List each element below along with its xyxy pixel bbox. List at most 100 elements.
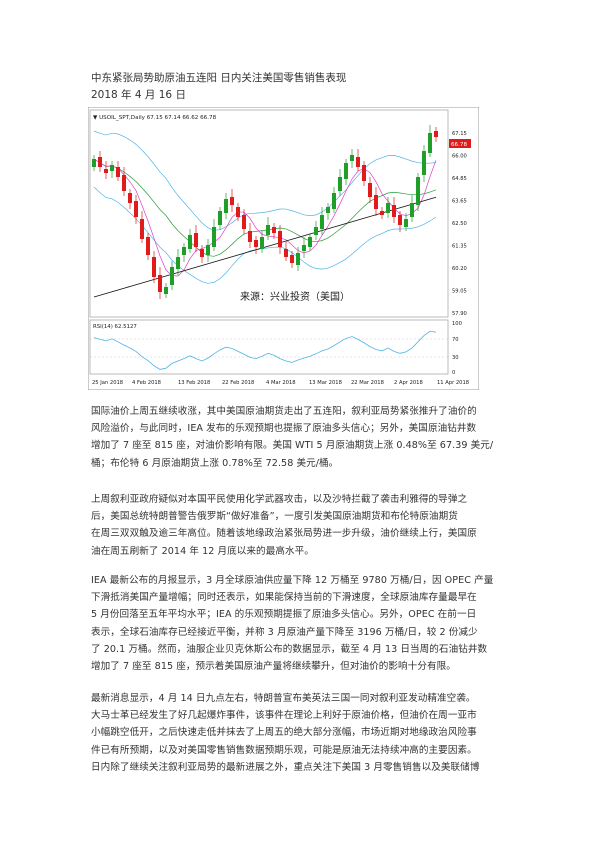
candle-body: [92, 159, 96, 167]
price-tick-label: 62.50: [452, 221, 467, 227]
date-tick-label: 13 Feb 2018: [178, 380, 210, 386]
candle-body: [278, 231, 282, 247]
price-tick-label: 64.85: [452, 176, 467, 182]
slow-ma-line: [93, 196, 437, 298]
price-tag: 66.78: [451, 142, 467, 148]
candle-body: [140, 219, 144, 239]
candle-body: [386, 203, 390, 213]
candle-body: [116, 167, 120, 177]
candle-body: [356, 157, 360, 167]
rsi-tick-label: 100: [452, 321, 462, 327]
paragraph-line: 国际油价上周五继续收涨，其中美国原油期货走出了五连阳，叙利亚局势紧张推升了油价的: [91, 406, 477, 417]
candle-body: [98, 157, 102, 167]
candle-body: [194, 233, 198, 247]
price-chart: ▼ USOIL_SPT,Daily 67.15 67.14 66.62 66.7…: [87, 106, 480, 391]
paragraph-line: 大马士革已经发生了好几起爆炸事件，该事件在理论上利好于原油价格，但油价在周一亚市: [91, 710, 477, 722]
rsi-label: RSI(14) 62.5127: [93, 324, 137, 330]
price-tick-label: 67.15: [452, 131, 467, 137]
paragraph-line: 在周三双双触及逾三年高位。随着该地缘政治紧张局势进一步升级，油价继续上行，美国原: [91, 528, 477, 540]
date-tick-label: 13 Mar 2018: [309, 380, 342, 386]
chart-svg: ▼ USOIL_SPT,Daily 67.15 67.14 66.62 66.7…: [87, 106, 480, 391]
middle-ma-line: [93, 158, 437, 257]
candle-body: [164, 287, 168, 294]
date-tick-label: 22 Mar 2018: [351, 380, 384, 386]
price-tick-label: 61.35: [452, 244, 467, 250]
price-tag-bg: [449, 139, 471, 148]
candle-body: [404, 219, 408, 227]
candle-body: [170, 267, 174, 285]
candle-body: [122, 175, 126, 191]
candle-body: [368, 183, 372, 197]
paragraph-line: 件已有所预期，以及对美国零售销售数据预期乐观，可能是原油无法持续冲高的主要因素。: [91, 744, 477, 756]
candle-body: [218, 211, 222, 225]
date-tick-label: 2 Apr 2018: [394, 380, 423, 386]
candle-body: [398, 215, 402, 225]
candle-body: [224, 199, 228, 213]
candle-body: [362, 165, 366, 181]
paragraph-line: 桶；布伦特 6 月原油期货上涨 0.78%至 72.58 美元/桶。: [91, 457, 339, 469]
bollinger-upper-line: [93, 130, 437, 231]
date-tick-label: 11 Apr 2018: [437, 380, 469, 386]
candle-body: [344, 163, 348, 179]
candle-body: [302, 245, 306, 251]
paragraph-line: 油在周五刷新了 2014 年 12 月底以来的最高水平。: [91, 545, 314, 557]
candle-body: [296, 253, 300, 265]
paragraph-line: 表示，全球石油库存已经接近平衡，并称 3 月原油产量下降至 3196 万桶/日，…: [91, 626, 478, 638]
candle-body: [266, 225, 270, 235]
candle-body: [146, 237, 150, 255]
paragraph-3: IEA 最新公布的月报显示，3 月全球原油供应量下降 12 万桶至 9780 万…: [91, 572, 506, 675]
price-tick-label: 66.00: [452, 154, 467, 160]
candle-body: [248, 231, 252, 242]
paragraph-4: 最新消息显示，4 月 14 日九点左右，特朗普宣布美英法三国一同对叙利亚发动精准…: [91, 690, 506, 776]
candle-body: [338, 177, 342, 191]
rsi-tick-label: 70: [452, 337, 459, 343]
price-tick-label: 57.90: [452, 311, 467, 317]
rsi-tick-label: 0: [452, 370, 455, 376]
paragraph-line: 后，美国总统特朗普警告俄罗斯“做好准备”，一度引发美国原油期货和布伦特原油期货: [91, 511, 458, 523]
candle-body: [200, 249, 204, 257]
document-title: 中东紧张局势助原油五连阳 日内关注美国零售销售表现: [91, 72, 347, 84]
candle-body: [290, 255, 294, 263]
paragraph-line: 风险溢价，与此同时，IEA 发布的乐观预期也提振了原油多头信心；另外，美国原油钻…: [91, 423, 477, 435]
bollinger-lower-line: [93, 186, 437, 284]
candle-body: [254, 240, 258, 247]
candle-body: [236, 207, 240, 217]
chart-source-watermark: 来源：兴业投资（美国）: [240, 290, 350, 303]
candle-body: [314, 227, 318, 235]
candle-body: [284, 249, 288, 257]
paragraph-line: 下滑抵消美国产量增幅；同时还表示，如果能保持当前的下滑速度，全球原油库存量最早在: [91, 592, 477, 604]
paragraph-line: 最新消息显示，4 月 14 日九点左右，特朗普宣布美英法三国一同对叙利亚发动精准…: [91, 693, 476, 704]
candle-body: [104, 169, 108, 173]
candle-body: [260, 237, 264, 249]
candle-body: [422, 151, 426, 175]
paragraph-line: IEA 最新公布的月报显示，3 月全球原油供应量下降 12 万桶至 9780 万…: [91, 575, 494, 586]
candle-body: [152, 257, 156, 277]
candle-body: [206, 245, 210, 255]
candle-body: [176, 257, 180, 269]
document-date: 2018 年 4 月 16 日: [91, 89, 186, 101]
paragraph-1: 国际油价上周五继续收涨，其中美国原油期货走出了五连阳，叙利亚局势紧张推升了油价的…: [91, 403, 506, 472]
paragraph-line: 日内除了继续关注叙利亚局势的最新进展之外，重点关注下美国 3 月零售销售以及美联…: [91, 761, 480, 773]
paragraph-2: 上周叙利亚政府疑似对本国平民使用化学武器攻击，以及沙特拦截了袭击利雅得的导弹之 …: [91, 491, 506, 560]
candle-body: [158, 275, 162, 292]
date-tick-label: 4 Feb 2018: [132, 380, 161, 386]
candle-body: [128, 193, 132, 203]
price-tick-label: 59.05: [452, 289, 467, 295]
candle-body: [350, 155, 354, 161]
candle-body: [242, 215, 246, 229]
paragraph-line: 上周叙利亚政府疑似对本国平民使用化学武器攻击，以及沙特拦截了袭击利雅得的导弹之: [91, 494, 468, 505]
candle-body: [410, 203, 414, 217]
rsi-tick-label: 30: [452, 355, 459, 361]
date-tick-label: 25 Jan 2018: [92, 380, 123, 386]
chart-header: ▼ USOIL_SPT,Daily 67.15 67.14 66.62 66.7…: [93, 115, 217, 121]
candle-body: [416, 177, 420, 205]
candle-body: [134, 201, 138, 217]
fast-ma-line: [93, 158, 437, 277]
paragraph-line: 5 月份回落至五年平均水平；IEA 的乐观预期提振了原油多头信心。另外，OPEC…: [91, 609, 477, 621]
candle-body: [230, 197, 234, 205]
paragraph-line: 增加了 7 座至 815 座，对油价影响有限。美国 WTI 5 月原油期货上涨 …: [91, 440, 494, 452]
candle-body: [434, 131, 438, 137]
candle-body: [392, 205, 396, 217]
candle-body: [374, 195, 378, 209]
candle-body: [428, 133, 432, 153]
